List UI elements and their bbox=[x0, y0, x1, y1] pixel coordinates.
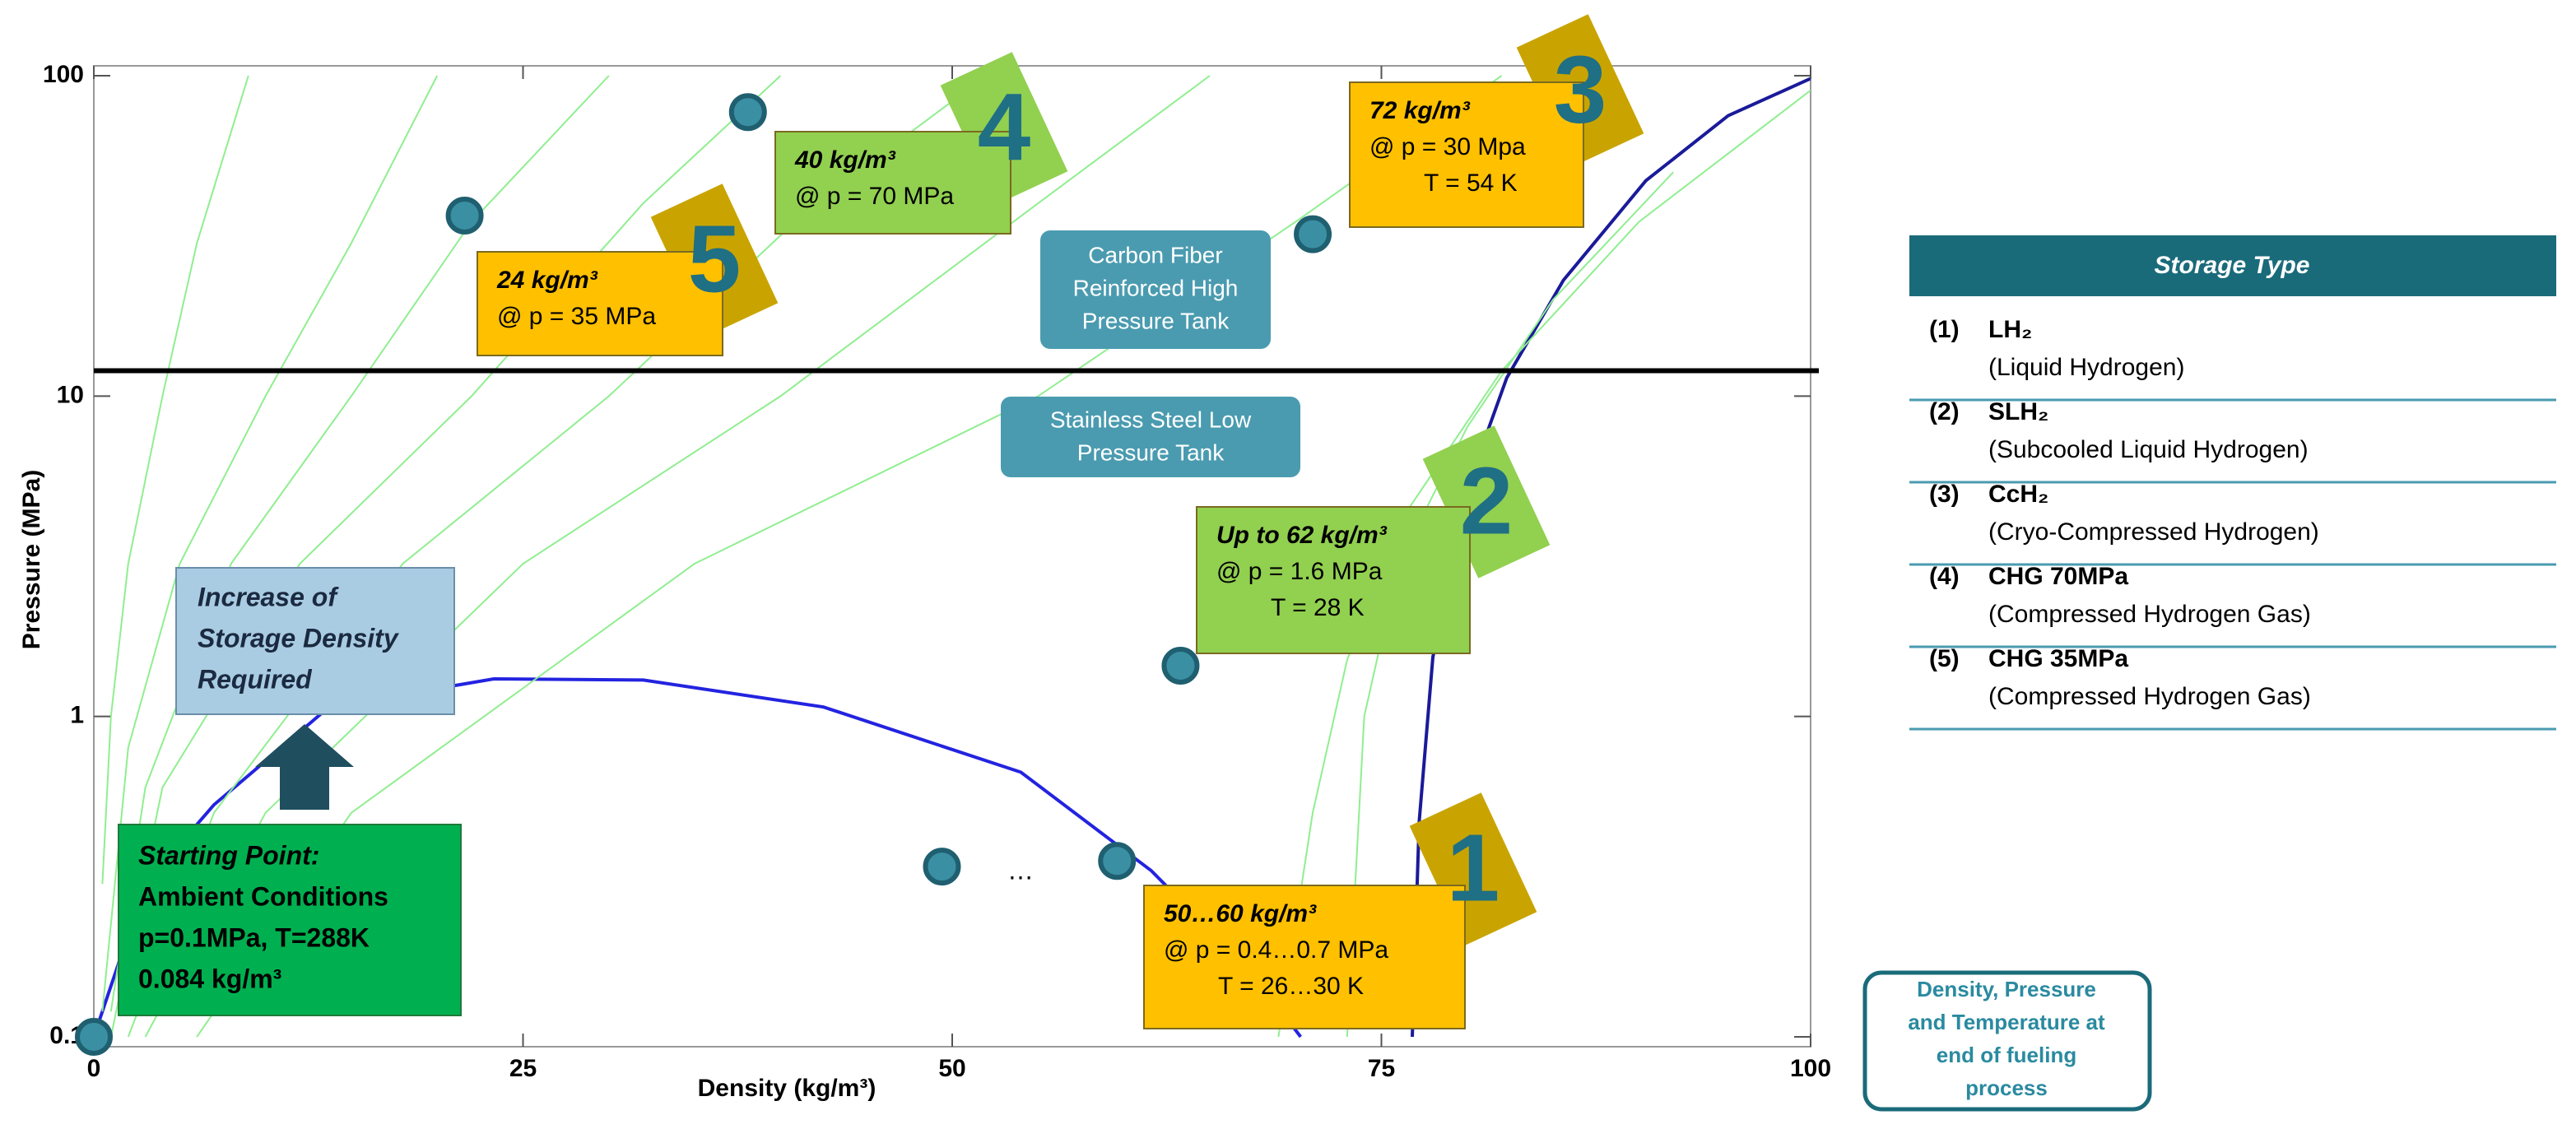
y-tick-label: 1 bbox=[70, 702, 84, 729]
box-text: @ p = 70 MPa bbox=[795, 183, 954, 210]
ellipsis: … bbox=[1007, 855, 1034, 885]
start-box bbox=[118, 824, 462, 1016]
note-box bbox=[1862, 970, 2152, 1112]
y-axis-label: Pressure (MPa) bbox=[18, 470, 45, 649]
box-text: @ p = 30 Mpa bbox=[1369, 133, 1526, 160]
tank-label-box bbox=[1001, 397, 1300, 477]
tank-label-box bbox=[1040, 230, 1271, 349]
callout-number: 5 bbox=[688, 206, 742, 313]
box-text: 24 kg/m³ bbox=[496, 267, 598, 294]
box-text: 0.084 kg/m³ bbox=[138, 964, 281, 993]
curve bbox=[1411, 77, 1811, 1038]
box-text: Storage Density bbox=[198, 623, 400, 653]
data-point bbox=[923, 848, 961, 886]
box-text: 40 kg/m³ bbox=[794, 146, 896, 174]
row-name: CcH₂ bbox=[1988, 481, 2048, 508]
data-point bbox=[1161, 647, 1200, 685]
x-tick-label: 25 bbox=[509, 1055, 537, 1082]
box-text: end of fueling bbox=[1937, 1043, 2076, 1067]
box-text: Required bbox=[198, 664, 313, 694]
box-text: Density, Pressure bbox=[1917, 977, 2096, 1001]
row-index: (2) bbox=[1929, 398, 1960, 425]
box-text: 50…60 kg/m³ bbox=[1164, 900, 1317, 927]
callout-tab bbox=[940, 52, 1068, 205]
box-text: Pressure Tank bbox=[1077, 439, 1225, 465]
box-text: T = 26…30 K bbox=[1218, 973, 1364, 1000]
box-text: T = 54 K bbox=[1424, 170, 1518, 197]
callout-box bbox=[774, 131, 1011, 235]
box-text: Starting Point: bbox=[138, 840, 319, 870]
row-name: CHG 70MPa bbox=[1988, 563, 2128, 590]
callout-tab bbox=[1409, 792, 1537, 945]
row-name: LH₂ bbox=[1988, 316, 2032, 343]
box-text: 72 kg/m³ bbox=[1369, 97, 1471, 124]
box-text: Reinforced High bbox=[1073, 275, 1239, 300]
callout-box bbox=[1196, 506, 1471, 654]
box-text: Carbon Fiber bbox=[1088, 242, 1222, 267]
data-point bbox=[1098, 842, 1137, 880]
row-desc: (Compressed Hydrogen Gas) bbox=[1988, 601, 2311, 628]
row-name: SLH₂ bbox=[1988, 398, 2048, 425]
callout-box bbox=[477, 251, 723, 356]
row-index: (4) bbox=[1929, 563, 1960, 590]
box-text: and Temperature at bbox=[1908, 1010, 2105, 1034]
row-name: CHG 35MPa bbox=[1988, 645, 2128, 672]
y-tick-label: 10 bbox=[57, 381, 84, 408]
arrow bbox=[255, 724, 354, 810]
data-point bbox=[75, 1018, 113, 1056]
box-text: Stainless Steel Low bbox=[1050, 407, 1252, 432]
table-header bbox=[1909, 235, 2556, 296]
data-point bbox=[445, 196, 484, 235]
curve bbox=[101, 75, 439, 1012]
row-index: (1) bbox=[1929, 316, 1960, 343]
callout-tab bbox=[1422, 425, 1551, 578]
x-tick-label: 0 bbox=[87, 1055, 101, 1082]
table-header-text: Storage Type bbox=[2155, 252, 2310, 279]
x-tick-label: 100 bbox=[1790, 1055, 1831, 1082]
row-desc: (Subcooled Liquid Hydrogen) bbox=[1988, 436, 2309, 463]
box-text: @ p = 35 MPa bbox=[497, 303, 656, 330]
curve bbox=[101, 75, 249, 885]
box-text: Ambient Conditions bbox=[138, 881, 388, 911]
callout-number: 4 bbox=[978, 74, 1031, 181]
box-text: process bbox=[1965, 1076, 2048, 1100]
row-desc: (Liquid Hydrogen) bbox=[1988, 354, 2184, 381]
x-tick-label: 50 bbox=[938, 1055, 965, 1082]
callout-box bbox=[1349, 81, 1584, 228]
y-tick-label: 100 bbox=[43, 61, 84, 88]
data-point bbox=[1294, 215, 1332, 253]
box-text: Increase of bbox=[198, 582, 339, 611]
curve bbox=[1346, 171, 1674, 1038]
callout-number: 2 bbox=[1460, 448, 1514, 555]
row-desc: (Compressed Hydrogen Gas) bbox=[1988, 683, 2311, 710]
row-index: (3) bbox=[1929, 481, 1960, 508]
x-axis-label: Density (kg/m³) bbox=[698, 1075, 876, 1102]
box-text: Up to 62 kg/m³ bbox=[1216, 522, 1388, 549]
row-index: (5) bbox=[1929, 645, 1960, 672]
box-text: @ p = 0.4…0.7 MPa bbox=[1164, 936, 1388, 964]
row-desc: (Cryo-Compressed Hydrogen) bbox=[1988, 518, 2319, 546]
data-point bbox=[728, 93, 767, 132]
box-text: T = 28 K bbox=[1271, 594, 1365, 621]
callout-number: 3 bbox=[1554, 36, 1607, 143]
x-tick-label: 75 bbox=[1368, 1055, 1395, 1082]
box-text: @ p = 1.6 MPa bbox=[1216, 558, 1383, 585]
callout-number: 1 bbox=[1447, 815, 1500, 922]
callout-box bbox=[1143, 885, 1466, 1029]
increase-box bbox=[175, 567, 455, 715]
box-text: p=0.1MPa, T=288K bbox=[138, 922, 370, 952]
box-text: Pressure Tank bbox=[1082, 308, 1230, 333]
